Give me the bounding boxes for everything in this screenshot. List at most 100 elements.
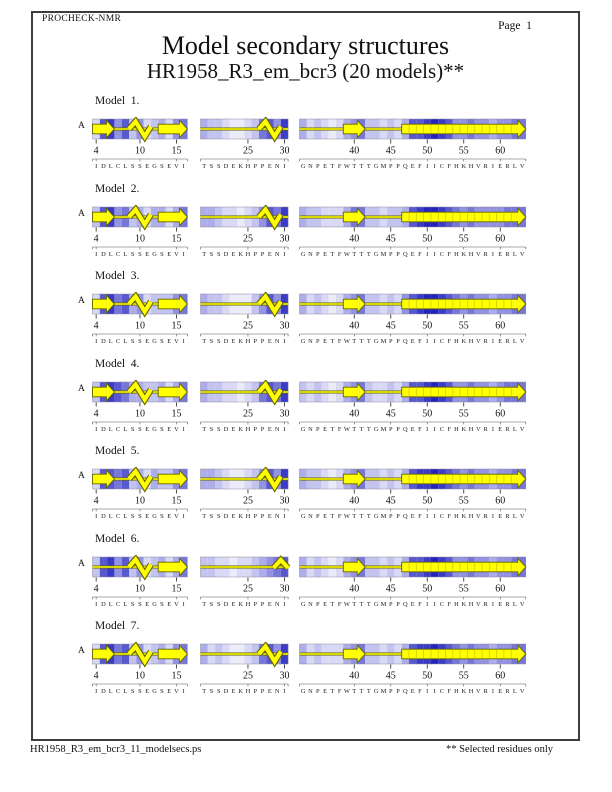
svg-text:I: I [182,688,184,695]
svg-text:E: E [167,426,171,433]
svg-text:S: S [160,163,164,170]
svg-text:D: D [101,163,106,170]
svg-text:P: P [260,251,264,258]
svg-text:P: P [396,688,400,695]
svg-text:T: T [366,163,370,170]
svg-text:50: 50 [422,583,432,594]
residue-ticks: 25 30 [242,489,289,507]
svg-text:S: S [216,251,220,258]
svg-text:N: N [308,513,313,520]
svg-text:L: L [108,688,112,695]
svg-text:F: F [447,601,451,608]
svg-text:R: R [505,513,510,520]
helix-ribbon [255,467,284,493]
svg-text:E: E [410,251,414,258]
svg-text:P: P [315,513,319,520]
svg-text:F: F [337,338,341,345]
svg-text:15: 15 [171,671,181,682]
svg-text:T: T [359,338,363,345]
svg-text:D: D [101,513,106,520]
svg-text:K: K [461,163,466,170]
svg-text:W: W [343,163,350,170]
svg-text:P: P [260,688,264,695]
page-border [31,11,580,741]
residue-ticks: 25 30 [242,664,289,682]
svg-text:C: C [439,601,443,608]
svg-text:V: V [476,601,481,608]
sequence-ruler [91,333,188,337]
svg-text:T: T [359,426,363,433]
svg-text:I: I [426,251,428,258]
sequence-ruler [91,158,188,162]
structure-segment: 40 45 50 55 60G N P E T F W T T T G M P P Q E F I I C F H K H V R I E R L… [298,381,526,433]
svg-text:D: D [223,513,228,520]
svg-text:V: V [476,513,481,520]
svg-text:L: L [512,251,516,258]
svg-text:L: L [123,513,127,520]
helix-ribbon [126,292,154,318]
helix-ribbon [255,204,284,231]
svg-text:K: K [238,513,243,520]
svg-text:I: I [182,601,184,608]
svg-text:45: 45 [385,496,395,507]
footer-filename: HR1958_R3_em_bcr3_11_modelsecs.ps [30,744,202,755]
svg-text:S: S [160,601,164,608]
svg-text:40: 40 [349,496,359,507]
svg-text:W: W [343,338,350,345]
svg-text:K: K [238,251,243,258]
svg-text:H: H [245,513,250,520]
svg-text:W: W [343,251,350,258]
svg-text:S: S [160,426,164,433]
svg-text:I: I [182,163,184,170]
svg-text:45: 45 [385,321,395,332]
svg-text:E: E [323,338,327,345]
model-label: Model 7. [95,620,140,632]
svg-text:L: L [123,338,127,345]
svg-text:I: I [283,163,285,170]
helix-ribbon [255,117,284,143]
strand-arrow [157,206,188,227]
residue-ticks: 40 45 50 55 60 [349,664,505,682]
svg-text:I: I [426,426,428,433]
svg-text:T: T [359,513,363,520]
svg-text:C: C [439,426,443,433]
sequence-ruler [298,596,526,599]
svg-text:L: L [123,251,127,258]
svg-text:F: F [337,426,341,433]
svg-text:L: L [512,338,516,345]
svg-text:P: P [388,163,392,170]
svg-text:25: 25 [242,671,252,682]
svg-text:40: 40 [349,321,359,332]
svg-text:T: T [352,426,356,433]
svg-text:S: S [209,601,213,608]
svg-text:S: S [130,251,134,258]
svg-text:C: C [115,688,119,695]
svg-text:I: I [95,601,97,608]
strand-arrow [400,294,526,314]
svg-text:P: P [388,251,392,258]
svg-text:P: P [253,163,257,170]
svg-text:I: I [426,513,428,520]
sequence-ruler [298,158,526,162]
svg-text:W: W [343,601,350,608]
svg-text:P: P [396,338,400,345]
svg-text:H: H [468,251,473,258]
svg-text:30: 30 [279,408,289,419]
svg-text:60: 60 [495,408,505,419]
svg-text:45: 45 [385,233,395,244]
strand-arrow [157,556,188,577]
svg-text:4: 4 [93,671,98,682]
svg-text:25: 25 [242,146,252,157]
svg-text:V: V [519,426,524,433]
svg-text:15: 15 [171,321,181,332]
residue-ticks: 25 30 [242,577,289,594]
sequence-ruler [298,246,526,249]
svg-text:T: T [202,163,206,170]
svg-text:P: P [396,513,400,520]
svg-text:H: H [245,688,250,695]
svg-text:T: T [352,513,356,520]
sequence-ruler [199,596,288,599]
